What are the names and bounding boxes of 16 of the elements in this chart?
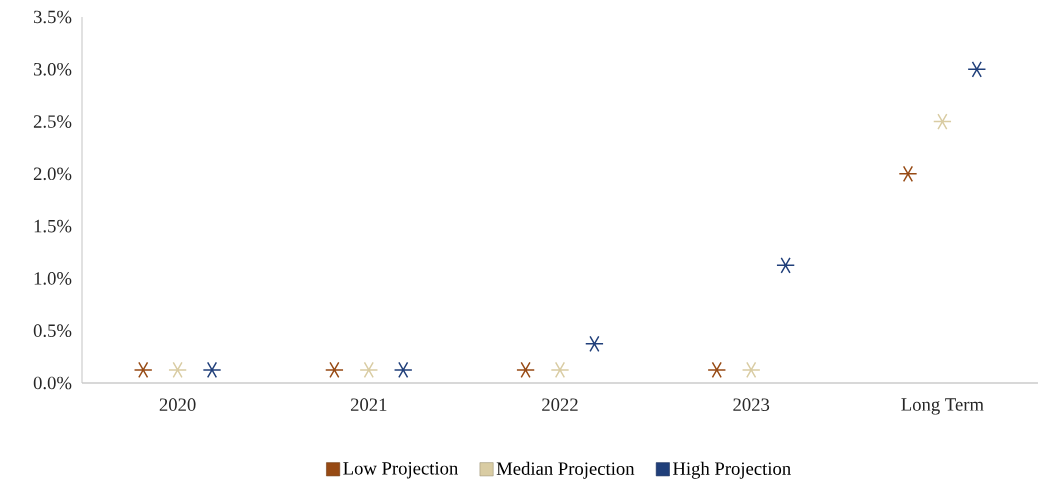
legend-label: Low Projection: [343, 462, 459, 479]
legend-label: Median Projection: [496, 461, 635, 479]
x-tick-label: 2022: [542, 398, 578, 411]
x-tick-label: 2020: [159, 398, 196, 411]
x-tick-label: 2023: [733, 398, 770, 411]
x-tick-label: Long Term: [901, 398, 984, 415]
y-tick-label: 0.5%: [33, 324, 72, 338]
y-tick-label: 2.5%: [33, 115, 72, 128]
x-tick-label: 2021: [350, 398, 387, 411]
y-tick-label: 3.0%: [33, 62, 72, 76]
y-tick-label: 3.5%: [33, 10, 72, 24]
y-tick-label: 0.0%: [33, 376, 72, 390]
y-tick-label: 1.0%: [34, 272, 72, 285]
y-tick-label: 2.0%: [33, 167, 72, 181]
legend-label: High Projection: [672, 461, 791, 479]
y-tick-label: 1.5%: [34, 219, 72, 233]
